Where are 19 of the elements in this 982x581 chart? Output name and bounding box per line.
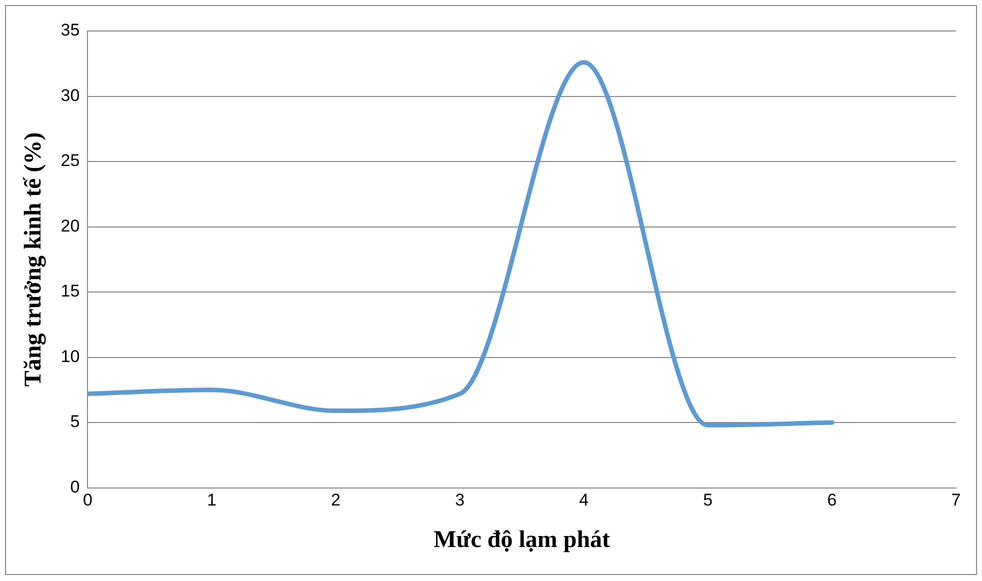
y-tick-label: 15 bbox=[60, 282, 80, 301]
y-axis-title: Tăng trưởng kinh tế (%) bbox=[20, 132, 47, 387]
x-tick-label: 2 bbox=[331, 490, 341, 510]
x-tick-label: 6 bbox=[827, 490, 837, 510]
x-axis-title: Mức độ lạm phát bbox=[434, 526, 610, 553]
x-tick-label: 5 bbox=[703, 490, 713, 510]
y-tick-label: 0 bbox=[70, 477, 80, 496]
y-tick-label: 10 bbox=[60, 346, 80, 366]
line-series bbox=[88, 60, 834, 428]
x-tick-label: 0 bbox=[82, 490, 92, 510]
y-tick-label: 35 bbox=[60, 20, 80, 40]
x-tick-label: 7 bbox=[951, 490, 961, 510]
y-tick-label: 25 bbox=[60, 151, 80, 170]
y-tick-label: 5 bbox=[70, 412, 80, 432]
y-tick-label: 20 bbox=[60, 216, 80, 236]
x-tick-label: 1 bbox=[207, 490, 216, 510]
y-tick-label: 30 bbox=[60, 86, 80, 105]
x-tick-label: 3 bbox=[455, 490, 465, 510]
x-tick-label: 4 bbox=[579, 490, 589, 510]
